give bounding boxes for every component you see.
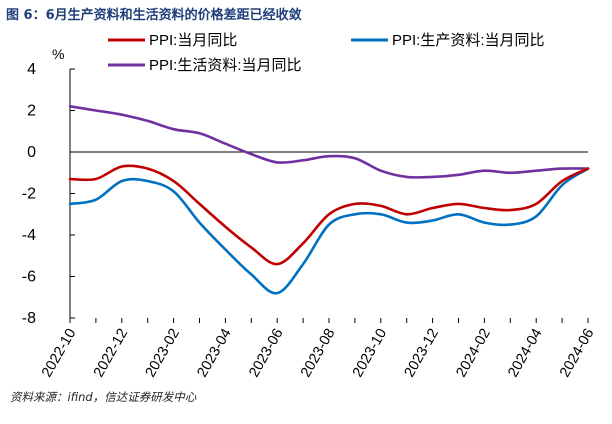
x-tick-label: 2022-10 (39, 326, 79, 380)
legend-label: PPI:生活资料:当月同比 (149, 57, 302, 74)
y-tick-label: 2 (27, 103, 36, 120)
figure-title: 图 6：6月生产资料和生活资料的价格差距已经收敛 (6, 8, 302, 23)
legend-label: PPI:生产资料:当月同比 (392, 32, 545, 49)
source-note: 资料来源：ifind，信达证券研发中心 (10, 390, 197, 404)
series-line (68, 167, 590, 295)
x-tick-label: 2023-10 (350, 326, 390, 380)
y-tick-label: 4 (27, 61, 36, 78)
x-tick-label: 2022-12 (91, 326, 131, 380)
series-line (68, 164, 590, 266)
x-tick-label: 2024-04 (505, 326, 545, 380)
y-tick-label: -4 (22, 227, 36, 244)
x-tick-label: 2024-06 (557, 326, 597, 380)
x-tick-label: 2023-02 (143, 326, 183, 380)
y-tick-label: -6 (22, 269, 36, 286)
x-tick-label: 2023-04 (194, 326, 234, 380)
y-tick-label: -8 (22, 310, 36, 327)
x-tick-label: 2023-12 (402, 326, 442, 380)
x-tick-label: 2024-02 (453, 326, 493, 380)
x-tick-label: 2023-08 (298, 326, 338, 380)
y-axis-unit: % (52, 46, 64, 62)
x-tick-label: 2023-06 (246, 326, 286, 380)
y-tick-label: 0 (27, 144, 36, 161)
y-tick-label: -2 (22, 186, 36, 203)
legend-label: PPI:当月同比 (149, 32, 237, 49)
series-line (68, 105, 590, 179)
